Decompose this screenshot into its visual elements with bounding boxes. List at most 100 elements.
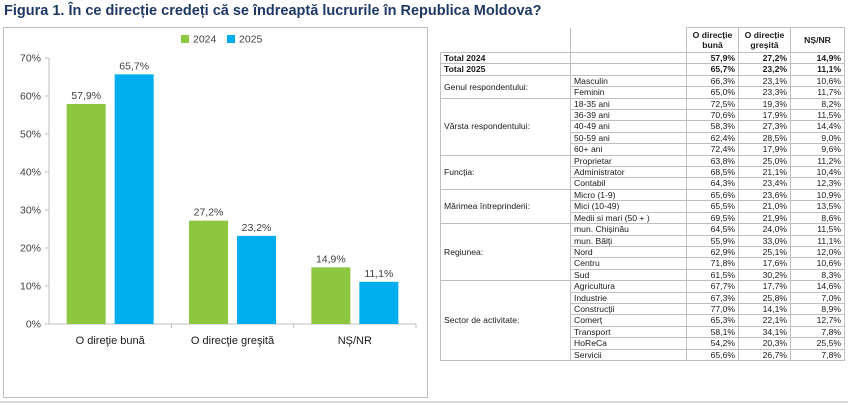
breakdown-table: O direcție bună O direcție greșită NȘ/NR… [440, 27, 845, 361]
table-header-row: O direcție bună O direcție greșită NȘ/NR [440, 27, 845, 53]
table-cell-value: 55,9% [686, 234, 739, 247]
table-cell-value: 11,2% [790, 154, 845, 168]
table-cell-value: 10,6% [790, 74, 845, 88]
subgroup-label: Mici (10-49) [570, 200, 687, 213]
y-tick-label: 20% [20, 243, 41, 255]
bar-value-label: 27,2% [194, 207, 224, 219]
figure-title: Figura 1. În ce direcție credeți că se î… [4, 3, 542, 19]
subgroup-label: mun. Chișinău [570, 223, 687, 236]
table-cell-value: 72,5% [686, 97, 739, 111]
table-cell-value: 11,5% [790, 223, 845, 236]
table-cell-value: 8,6% [790, 211, 845, 225]
table-cell-value: 27,3% [738, 120, 791, 133]
table-cell-value: 10,6% [790, 257, 845, 270]
total-label: Total 2024 [440, 51, 571, 65]
subgroup-label: 60+ ani [570, 143, 687, 156]
y-tick-label: 40% [20, 167, 41, 179]
table-row: Comerț 65,3% 22,1% 12,7% [441, 314, 845, 327]
table-cell-value: 64,5% [686, 223, 739, 236]
bar-value-label: 65,7% [119, 60, 149, 72]
table-row: Medii si mari (50 + ) 69,5% 21,9% 8,6% [441, 211, 845, 225]
table-cell-value: 13,5% [790, 200, 845, 213]
subgroup-label: Transport [570, 325, 687, 339]
table-header-empty-cell [440, 27, 571, 53]
table-row-total: Total 2024 57,9% 27,2% 14,9% [440, 51, 845, 65]
table-row: 36-39 ani 70,6% 17,9% 11,5% [441, 109, 845, 122]
group-label: Funcția: [440, 154, 571, 190]
table-cell-value: 25,0% [738, 154, 791, 168]
table-cell-value: 11,1% [790, 234, 845, 247]
table-cell-value: 10,4% [790, 166, 845, 179]
table-cell-value: 7,8% [790, 325, 845, 339]
table-cell-value: 14,9% [790, 51, 845, 65]
table-cell-value: 68,5% [686, 166, 739, 179]
table-row: 50-59 ani 62,4% 28,5% 9,0% [441, 131, 845, 145]
table-cell-value: 58,1% [686, 325, 739, 339]
table-cell-value: 58,3% [686, 120, 739, 133]
table-cell-value: 25,5% [790, 337, 845, 350]
table-cell-value: 11,5% [790, 109, 845, 122]
subgroup-label: 36-39 ani [570, 109, 687, 122]
subgroup-label: Medii si mari (50 + ) [570, 211, 687, 225]
subgroup-label: 40-49 ani [570, 120, 687, 133]
group-label: Sector de activitate: [440, 280, 571, 361]
table-cell-value: 71,8% [686, 257, 739, 270]
table-cell-value: 20,3% [738, 337, 791, 350]
table-cell-value: 14,6% [790, 280, 845, 293]
subgroup-label: Micro (1-9) [570, 188, 687, 202]
table-cell-value: 23,4% [738, 177, 791, 190]
column-header-good-direction: O direcție bună [686, 27, 739, 53]
table-row: Construcții 77,0% 14,1% 8,9% [441, 302, 845, 316]
column-header-wrong-direction: O direcție greșită [738, 27, 791, 53]
table-cell-value: 27,2% [738, 51, 791, 65]
x-category-label: O direţie bună [76, 335, 146, 347]
table-cell-value: 66,3% [686, 74, 739, 88]
subgroup-label: 50-59 ani [570, 131, 687, 145]
subgroup-label: Nord [570, 245, 687, 259]
subgroup-label: Centru [570, 257, 687, 270]
table-cell-value: 67,3% [686, 291, 739, 304]
bottom-divider [0, 401, 848, 403]
table-cell-value: 12,7% [790, 314, 845, 327]
subgroup-label: Contabil [570, 177, 687, 190]
table-cell-value: 28,5% [738, 131, 791, 145]
table-cell-value: 8,2% [790, 97, 845, 111]
subgroup-label: Administrator [570, 166, 687, 179]
bar-chart-svg: 0% 10% 20% 30% 40% 50% 60% 70% 57,9% 65,7% O direţ… [20, 34, 417, 347]
table-cell-value: 7,0% [790, 291, 845, 304]
table-cell-value: 21,0% [738, 200, 791, 213]
table-cell-value: 23,1% [738, 74, 791, 88]
table-row: Servicii 65,6% 26,7% 7,8% [441, 348, 845, 361]
table-row: Sector de activitate: Agricultura 67,7% 17,… [440, 280, 845, 361]
table-cell-value: 17,9% [738, 143, 791, 156]
table-cell-value: 62,4% [686, 131, 739, 145]
bar-chart: 0% 10% 20% 30% 40% 50% 60% 70% 57,9% 65,7% O direţ… [3, 27, 428, 398]
table-cell-value: 65,3% [686, 314, 739, 327]
group-label: Regiunea: [440, 223, 571, 282]
table-row: Industrie 67,3% 25,8% 7,0% [441, 291, 845, 304]
x-category-label: NŞ/NR [338, 335, 372, 347]
table-row: Funcția: Proprietar 63,8% 25,0% 11,2% [440, 154, 845, 190]
subgroup-label: mun. Bălți [570, 234, 687, 247]
table-cell-value: 8,3% [790, 268, 845, 282]
subgroup-label: Proprietar [570, 154, 687, 168]
subgroup-label: HoReCa [570, 337, 687, 350]
table-cell-value: 14,4% [790, 120, 845, 133]
group-label: Genul respondentului: [440, 74, 571, 99]
table-cell-value: 11,1% [790, 63, 845, 76]
subgroup-label: Masculin [570, 74, 687, 88]
subgroup-label: Comerț [570, 314, 687, 327]
table-cell-value: 30,2% [738, 268, 791, 282]
subgroup-label: Servicii [570, 348, 687, 361]
table-empty-cell [570, 63, 687, 76]
table-cell-value: 17,7% [738, 280, 791, 293]
table-row: Genul respondentului: Masculin 66,3% 23,1% 1… [440, 74, 845, 99]
table-cell-value: 14,1% [738, 302, 791, 316]
bar-2024 [311, 267, 351, 324]
table-cell-value: 9,6% [790, 143, 845, 156]
table-cell-value: 8,9% [790, 302, 845, 316]
table-cell-value: 12,0% [790, 245, 845, 259]
table-cell-value: 65,6% [686, 188, 739, 202]
table-cell-value: 21,1% [738, 166, 791, 179]
table-row: 60+ ani 72,4% 17,9% 9,6% [441, 143, 845, 156]
